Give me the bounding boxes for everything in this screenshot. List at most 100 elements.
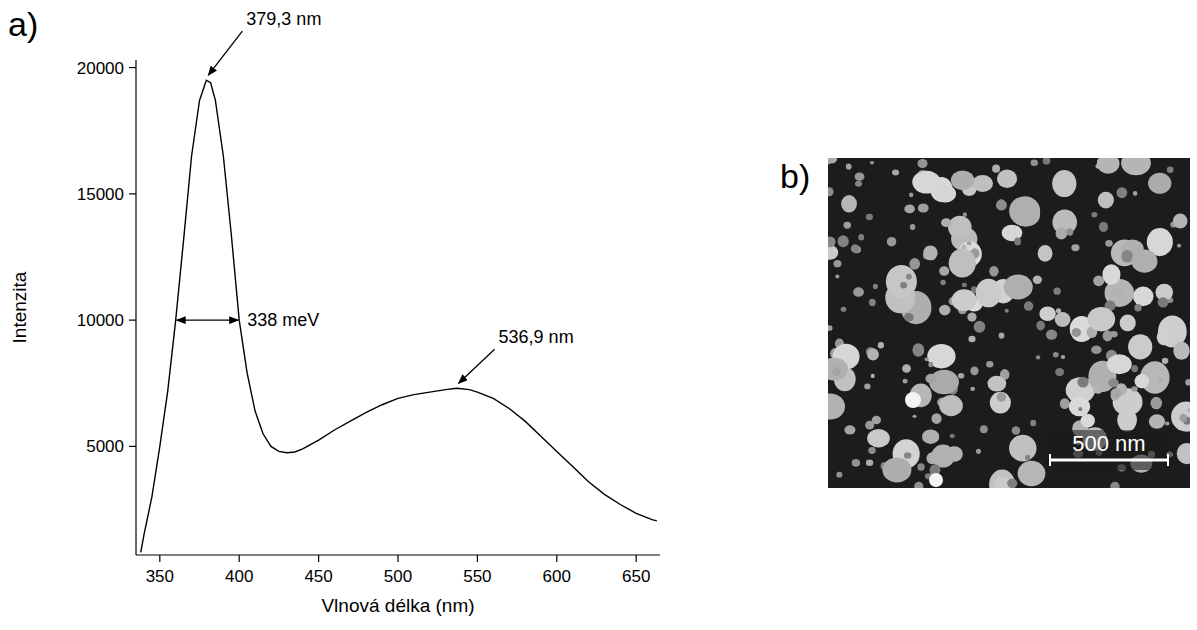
scale-bar-end <box>1167 454 1169 466</box>
fwhm-arrow <box>177 319 239 320</box>
particle <box>1111 388 1122 398</box>
particle <box>1173 214 1188 229</box>
particle <box>1105 240 1113 247</box>
x-tick-label: 400 <box>225 567 253 586</box>
particle <box>980 425 988 433</box>
particle <box>914 482 923 488</box>
particle <box>1060 398 1070 409</box>
x-tick <box>636 555 637 562</box>
particle <box>929 473 943 487</box>
particle <box>843 222 850 229</box>
particle <box>974 321 986 333</box>
particle <box>851 244 860 253</box>
particle <box>1131 386 1137 391</box>
annotation-arrow <box>208 31 242 75</box>
particle <box>869 299 876 306</box>
particle <box>1097 158 1120 174</box>
particle <box>949 249 976 278</box>
particle <box>853 287 864 297</box>
particle <box>835 275 839 279</box>
particle <box>828 393 845 419</box>
annotation-text: 536,9 nm <box>499 327 574 347</box>
particle <box>1133 287 1154 307</box>
particle <box>1078 407 1082 411</box>
x-tick <box>477 555 478 562</box>
particle <box>967 241 972 245</box>
y-tick <box>129 446 136 447</box>
particle <box>1055 312 1071 327</box>
scale-bar-label: 500 nm <box>1072 431 1145 456</box>
particle <box>1038 245 1053 262</box>
particle <box>1072 328 1081 337</box>
particle <box>970 367 978 376</box>
figure: a)35040045050055060065050001000015000200… <box>0 0 1197 630</box>
x-tick <box>397 555 398 562</box>
x-tick <box>159 555 160 562</box>
annotation-arrow <box>459 349 495 383</box>
particle <box>1053 352 1059 357</box>
particle <box>1117 409 1137 432</box>
particle <box>948 216 971 239</box>
particle <box>962 283 967 287</box>
particle <box>1185 379 1190 386</box>
y-axis-line <box>135 60 136 555</box>
particle <box>1180 414 1188 422</box>
particle <box>941 218 951 227</box>
particle <box>939 305 951 316</box>
particle <box>1061 355 1066 359</box>
x-tick-label: 450 <box>304 567 332 586</box>
particle <box>910 224 916 230</box>
particle <box>905 392 921 408</box>
particle <box>1110 482 1119 488</box>
particle <box>1067 228 1074 235</box>
particle <box>872 416 881 424</box>
y-tick-label: 10000 <box>77 311 124 330</box>
particle <box>1014 238 1021 246</box>
particle <box>1149 414 1165 429</box>
particle <box>967 312 976 321</box>
particle <box>931 413 941 424</box>
particle <box>903 379 908 384</box>
particle <box>1055 368 1064 376</box>
particle <box>873 284 878 289</box>
particle <box>1150 397 1162 410</box>
particle <box>1133 191 1137 196</box>
particle <box>986 361 993 368</box>
x-tick <box>556 555 557 562</box>
y-tick <box>129 193 136 194</box>
particle <box>882 457 911 482</box>
particle <box>1187 408 1190 412</box>
particle <box>886 265 917 298</box>
particle <box>1173 342 1189 360</box>
particle <box>963 212 967 217</box>
particle <box>1117 187 1128 198</box>
particle <box>828 187 834 196</box>
particle <box>892 170 899 176</box>
x-tick-label: 650 <box>622 567 650 586</box>
particle <box>1009 435 1036 462</box>
particle <box>833 260 841 267</box>
particle <box>1134 304 1141 311</box>
particle <box>1053 287 1060 294</box>
particle <box>858 234 864 241</box>
particle <box>1031 160 1039 166</box>
particle <box>927 344 955 368</box>
sem-background <box>828 158 1190 488</box>
particle <box>904 452 911 458</box>
particle <box>1009 196 1040 226</box>
scale-bar-end <box>1049 454 1051 466</box>
x-tick <box>239 555 240 562</box>
particle <box>924 357 928 361</box>
particle <box>1033 276 1042 284</box>
particle <box>909 193 913 198</box>
particle <box>841 195 857 212</box>
particle <box>917 159 927 168</box>
particle <box>904 313 914 322</box>
particle <box>887 237 896 247</box>
particle <box>1093 385 1103 394</box>
particle <box>1128 334 1152 359</box>
particle <box>972 175 993 192</box>
y-tick-label: 20000 <box>77 59 124 78</box>
particle <box>1030 420 1036 426</box>
particle <box>828 160 831 165</box>
